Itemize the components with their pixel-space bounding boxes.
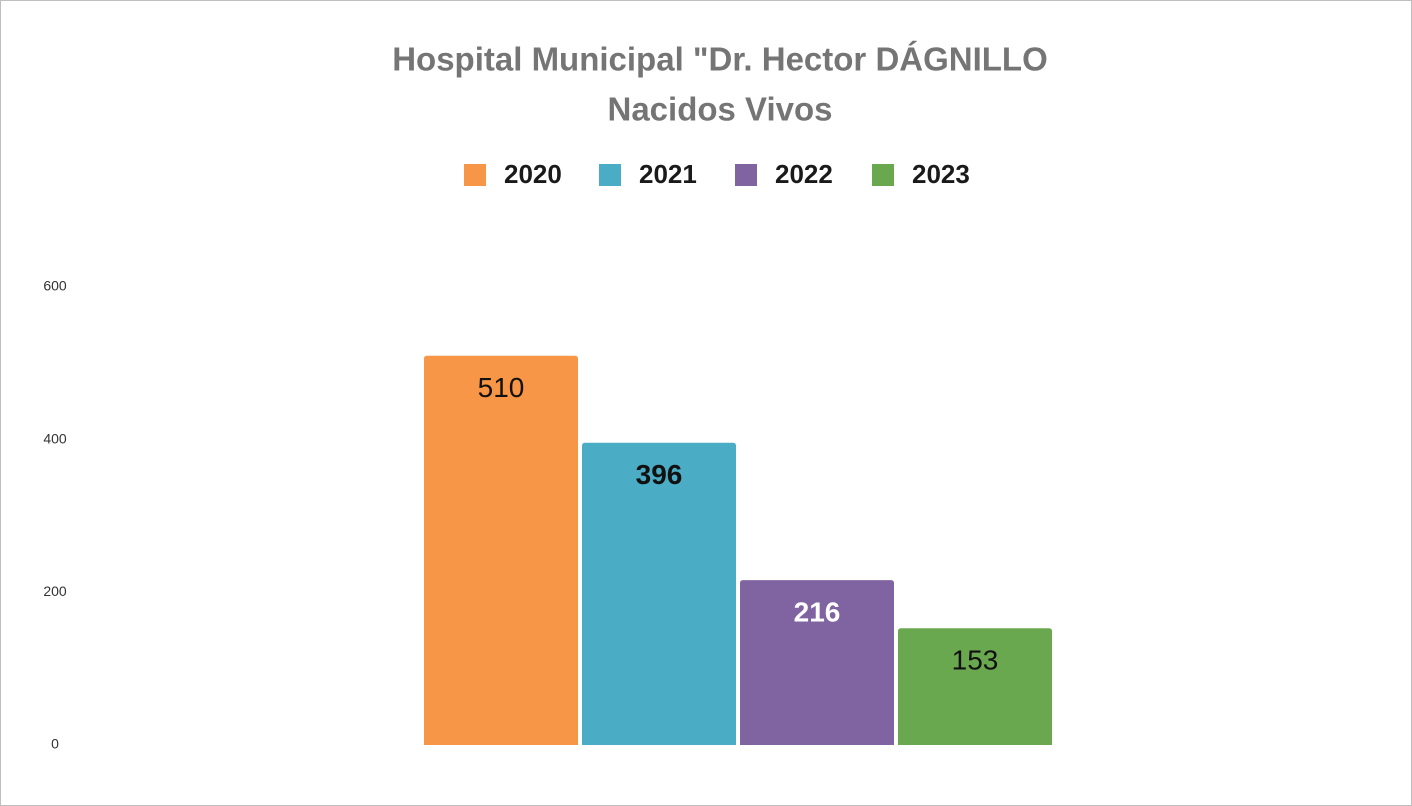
bar bbox=[424, 355, 578, 745]
bar bbox=[898, 628, 1052, 745]
y-tick-label: 600 bbox=[43, 278, 67, 294]
legend-swatch bbox=[464, 164, 486, 186]
data-label: 216 bbox=[794, 597, 841, 628]
y-tick-label: 400 bbox=[43, 430, 67, 446]
legend-swatch bbox=[735, 164, 757, 186]
chart-title: Hospital Municipal "Dr. Hector DÁGNILLO bbox=[392, 41, 1048, 78]
data-label: 396 bbox=[636, 459, 683, 490]
data-label: 153 bbox=[952, 645, 999, 676]
bar bbox=[582, 442, 736, 745]
legend-swatch bbox=[872, 164, 894, 186]
legend-swatch bbox=[599, 164, 621, 186]
legend-label: 2021 bbox=[639, 159, 697, 189]
y-tick-label: 200 bbox=[43, 583, 67, 599]
bar bbox=[740, 580, 894, 745]
y-tick-label: 0 bbox=[51, 736, 59, 752]
data-label: 510 bbox=[478, 372, 525, 403]
legend-label: 2022 bbox=[775, 159, 833, 189]
legend-label: 2023 bbox=[912, 159, 970, 189]
legend-label: 2020 bbox=[504, 159, 562, 189]
chart-subtitle: Nacidos Vivos bbox=[608, 91, 833, 128]
